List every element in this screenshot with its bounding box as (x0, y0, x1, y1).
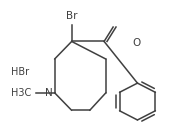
Text: Br: Br (66, 11, 77, 21)
Text: O: O (132, 38, 140, 48)
Text: N: N (45, 88, 53, 98)
Text: H3C: H3C (11, 88, 31, 98)
Text: HBr: HBr (11, 67, 29, 77)
